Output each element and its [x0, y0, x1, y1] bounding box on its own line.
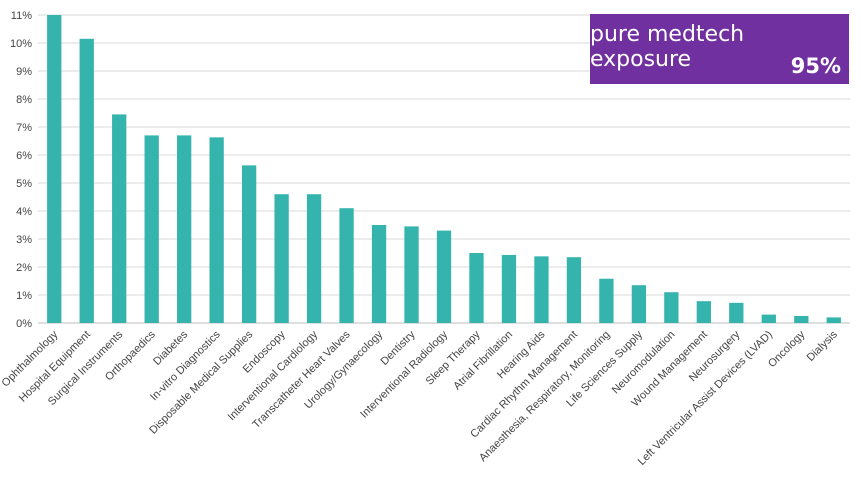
bar	[469, 253, 484, 323]
bar	[306, 194, 322, 323]
bar	[826, 317, 841, 323]
bar	[696, 301, 711, 323]
bar	[794, 316, 809, 323]
y-tick-label: 11%	[11, 10, 32, 22]
bar	[631, 285, 647, 323]
bar	[371, 225, 387, 323]
y-tick-label: 2%	[16, 262, 32, 274]
exposure-badge: pure medtech exposure 95%	[590, 14, 849, 84]
bar	[339, 208, 354, 323]
y-tick-label: 0%	[16, 318, 32, 330]
y-tick-label: 1%	[16, 290, 32, 302]
category-label: Dialysis	[805, 328, 841, 364]
bar	[534, 256, 549, 323]
bar	[729, 302, 744, 323]
bar	[79, 38, 94, 324]
bar	[599, 278, 614, 323]
bar	[144, 135, 159, 323]
bar	[209, 137, 224, 323]
bar	[112, 114, 127, 324]
badge-title: pure medtech exposure	[590, 22, 745, 72]
bar	[566, 257, 582, 323]
bar	[501, 254, 517, 323]
bar	[436, 230, 452, 323]
bar	[664, 292, 679, 323]
bar	[761, 314, 776, 323]
bars	[47, 15, 841, 324]
y-tick-label: 8%	[16, 94, 32, 106]
y-axis-ticks: 0% 1% 2% 3% 4% 5% 6% 7% 8% 9% 10% 11%	[10, 10, 32, 330]
y-tick-label: 10%	[10, 38, 32, 50]
badge-value: 95%	[790, 54, 841, 78]
y-tick-label: 9%	[16, 66, 32, 78]
y-tick-label: 5%	[16, 178, 32, 190]
bar	[404, 226, 419, 323]
category-label: Ophthalmology	[0, 328, 61, 389]
bar	[47, 15, 62, 323]
y-tick-label: 4%	[16, 206, 32, 218]
category-label: Atrial Fibrillation	[451, 329, 515, 393]
y-tick-label: 6%	[16, 150, 32, 162]
bar	[241, 165, 257, 323]
y-tick-label: 7%	[16, 122, 32, 134]
y-tick-label: 3%	[16, 234, 32, 246]
bar	[274, 194, 289, 323]
bar	[177, 135, 192, 323]
